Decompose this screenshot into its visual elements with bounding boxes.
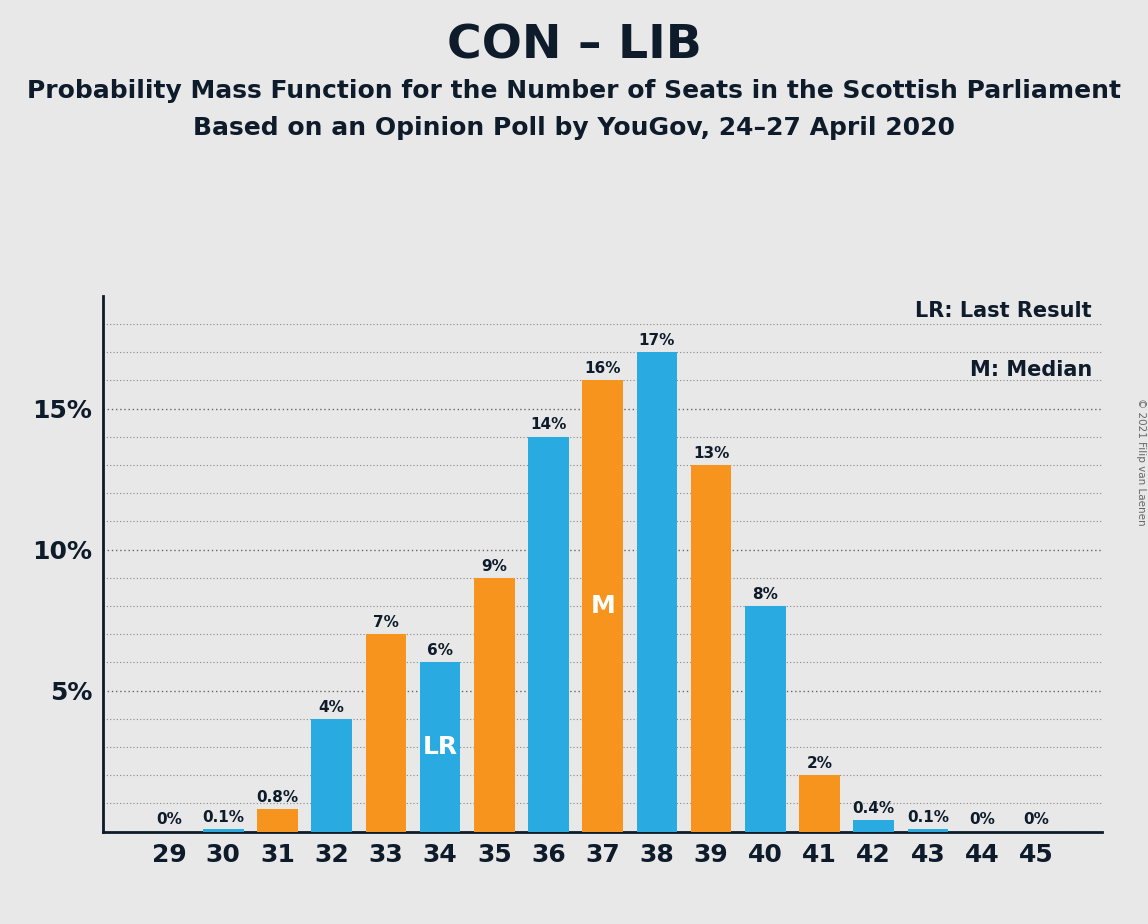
Text: 2%: 2% (807, 756, 832, 771)
Bar (853, 821, 894, 832)
Bar (691, 465, 731, 832)
Text: CON – LIB: CON – LIB (447, 23, 701, 68)
Bar (637, 352, 677, 832)
Bar (582, 381, 623, 832)
Text: 4%: 4% (319, 699, 344, 714)
Text: 0%: 0% (156, 812, 183, 827)
Text: © 2021 Filip van Laenen: © 2021 Filip van Laenen (1135, 398, 1146, 526)
Text: 7%: 7% (373, 615, 398, 630)
Text: 0%: 0% (1023, 812, 1049, 827)
Text: 13%: 13% (693, 445, 729, 461)
Bar (311, 719, 352, 832)
Bar (257, 809, 297, 832)
Text: 16%: 16% (584, 361, 621, 376)
Text: 8%: 8% (752, 587, 778, 602)
Text: 0.4%: 0.4% (853, 801, 894, 816)
Text: 6%: 6% (427, 643, 453, 658)
Bar (908, 829, 948, 832)
Text: Based on an Opinion Poll by YouGov, 24–27 April 2020: Based on an Opinion Poll by YouGov, 24–2… (193, 116, 955, 140)
Text: 0.8%: 0.8% (256, 790, 298, 805)
Text: 9%: 9% (481, 558, 507, 574)
Bar (474, 578, 514, 832)
Text: M: Median: M: Median (970, 360, 1092, 380)
Text: 0.1%: 0.1% (907, 809, 949, 824)
Text: Probability Mass Function for the Number of Seats in the Scottish Parliament: Probability Mass Function for the Number… (28, 79, 1120, 103)
Text: LR: LR (422, 735, 458, 759)
Bar (799, 775, 840, 832)
Text: 14%: 14% (530, 418, 567, 432)
Bar (420, 663, 460, 832)
Text: 0%: 0% (969, 812, 995, 827)
Text: LR: Last Result: LR: Last Result (915, 301, 1092, 321)
Bar (203, 829, 243, 832)
Bar (528, 437, 568, 832)
Text: 17%: 17% (638, 333, 675, 347)
Text: 0.1%: 0.1% (202, 809, 245, 824)
Bar (745, 606, 785, 832)
Bar (365, 634, 406, 832)
Text: M: M (590, 594, 615, 618)
